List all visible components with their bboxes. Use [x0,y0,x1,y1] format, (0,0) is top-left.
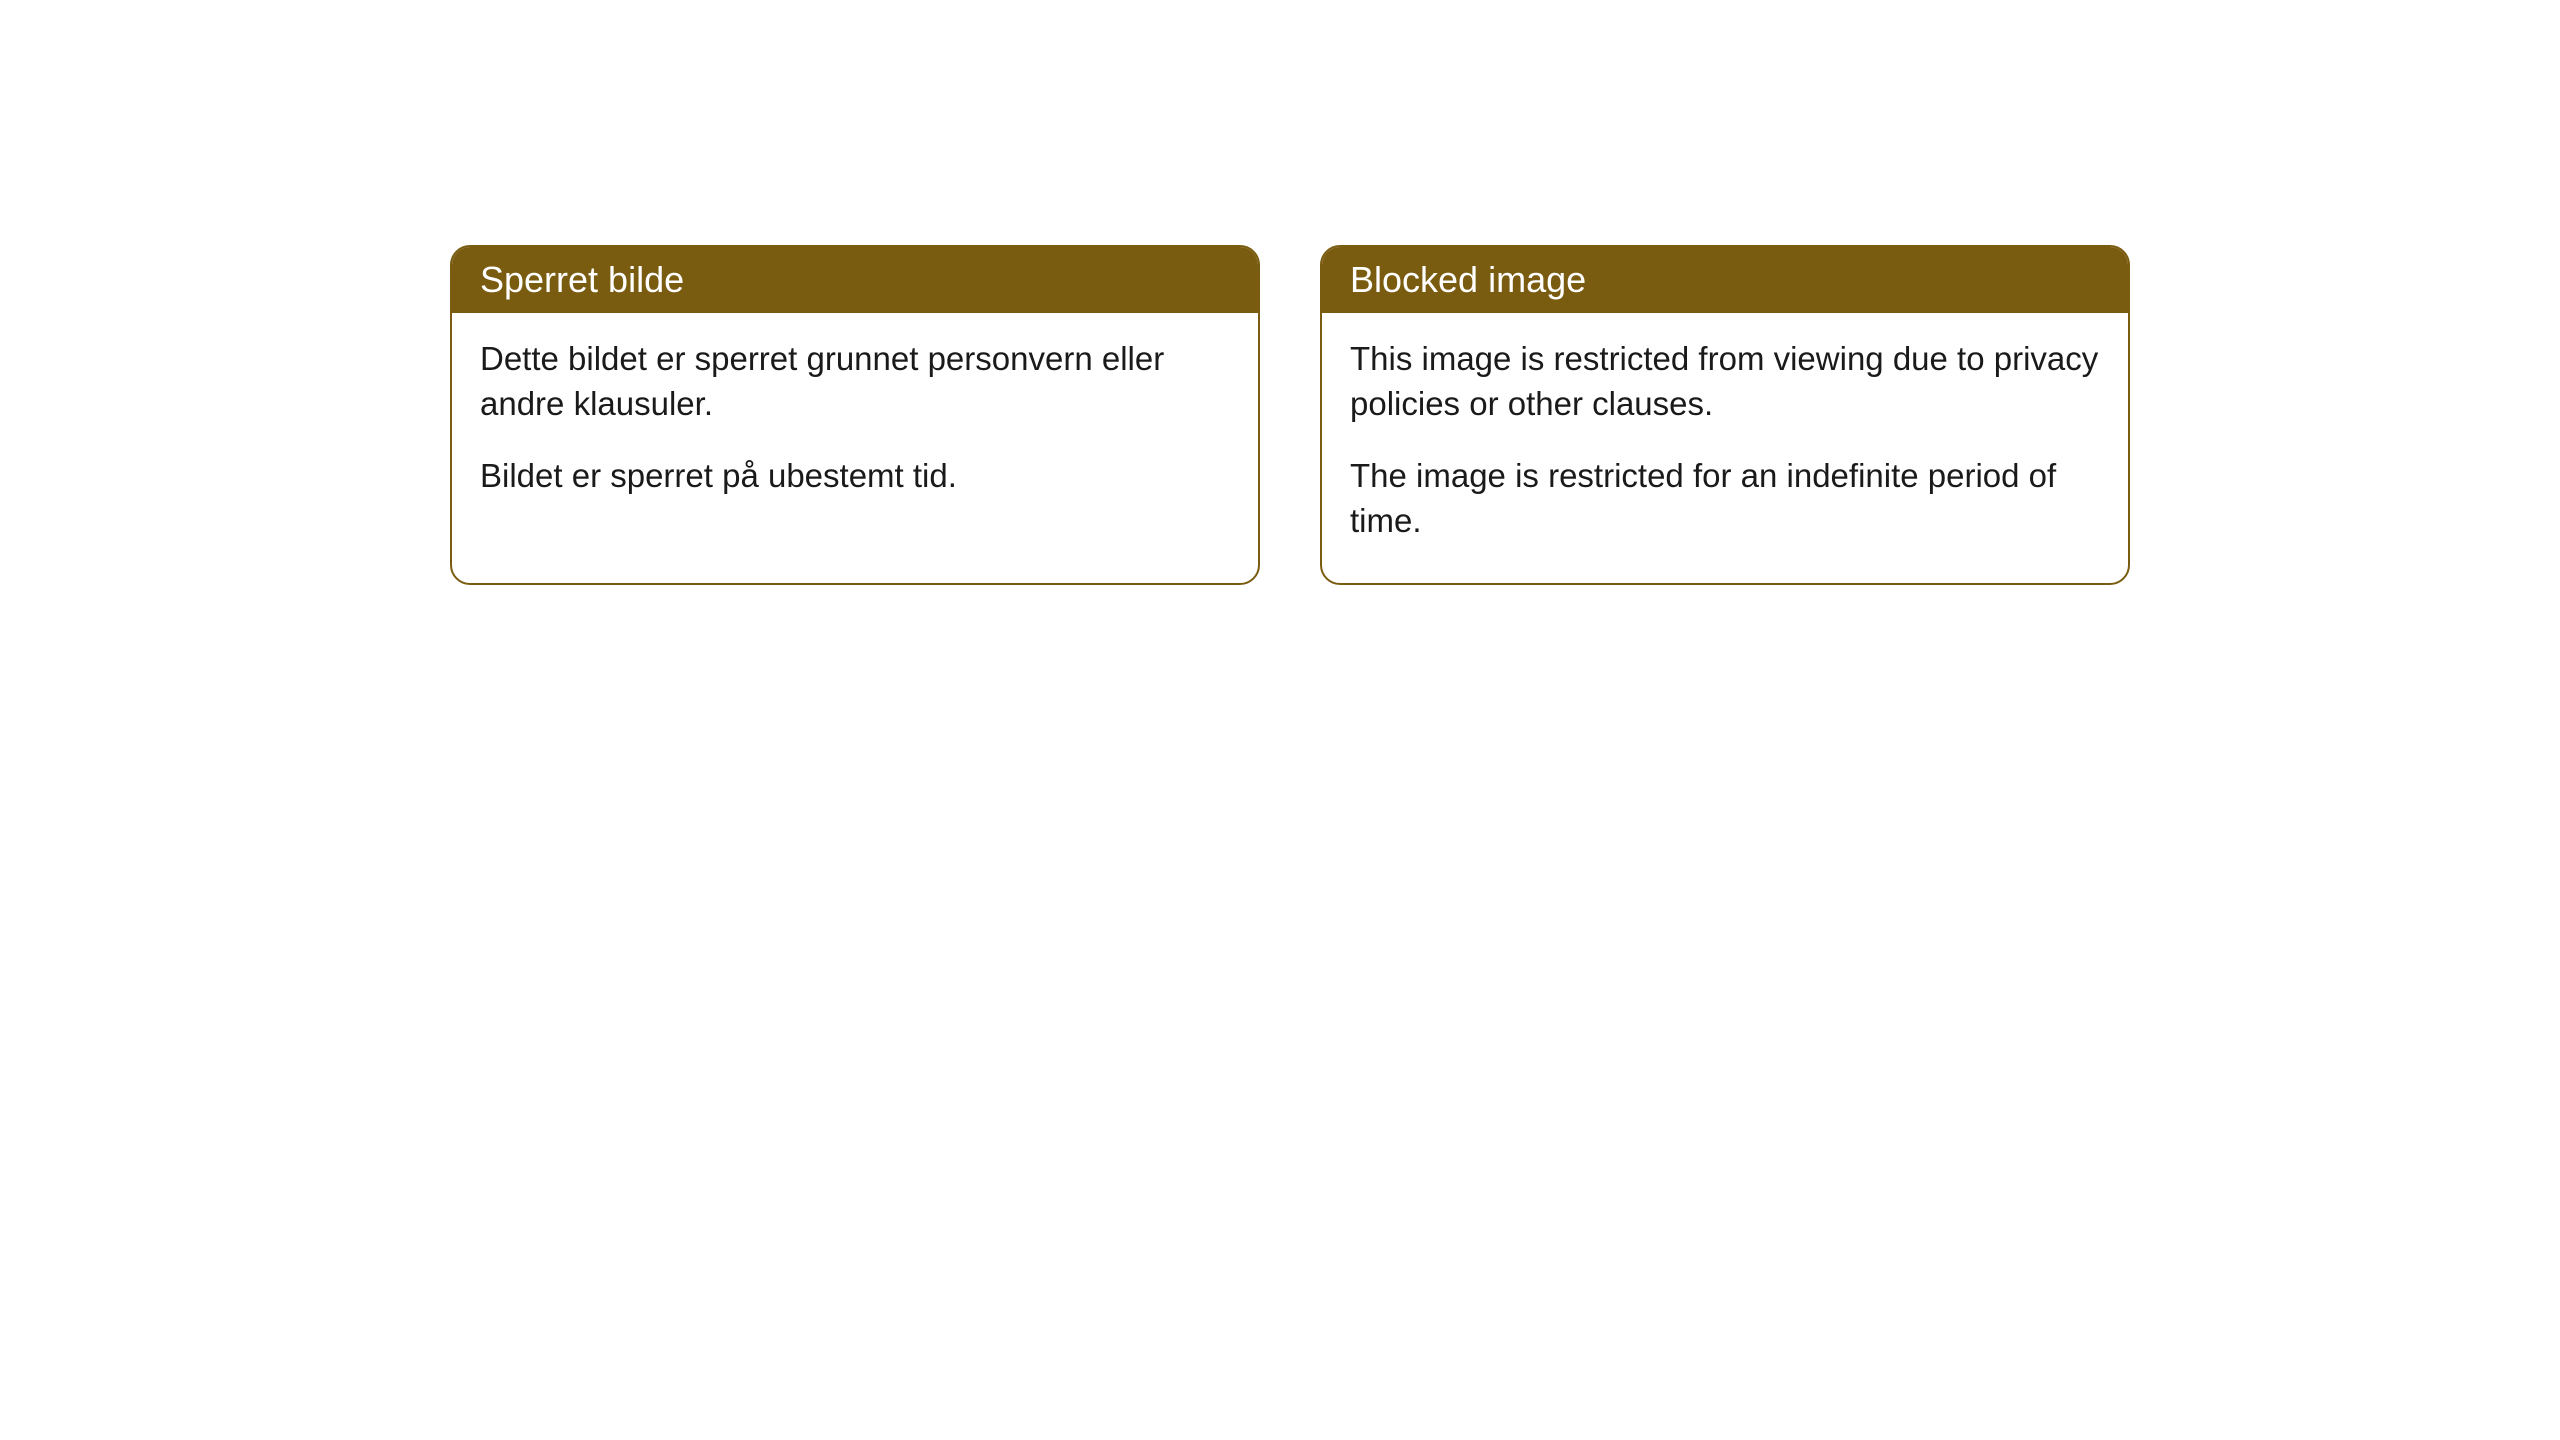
notice-paragraph: Dette bildet er sperret grunnet personve… [480,337,1230,426]
notice-paragraph: This image is restricted from viewing du… [1350,337,2100,426]
notice-header: Blocked image [1322,247,2128,313]
notice-paragraph: Bildet er sperret på ubestemt tid. [480,454,1230,499]
notice-card-english: Blocked image This image is restricted f… [1320,245,2130,585]
notice-header: Sperret bilde [452,247,1258,313]
notice-body: This image is restricted from viewing du… [1322,313,2128,583]
notice-card-norwegian: Sperret bilde Dette bildet er sperret gr… [450,245,1260,585]
notice-cards-container: Sperret bilde Dette bildet er sperret gr… [450,245,2130,585]
notice-paragraph: The image is restricted for an indefinit… [1350,454,2100,543]
notice-title: Blocked image [1350,259,1586,300]
notice-title: Sperret bilde [480,259,684,300]
notice-body: Dette bildet er sperret grunnet personve… [452,313,1258,539]
